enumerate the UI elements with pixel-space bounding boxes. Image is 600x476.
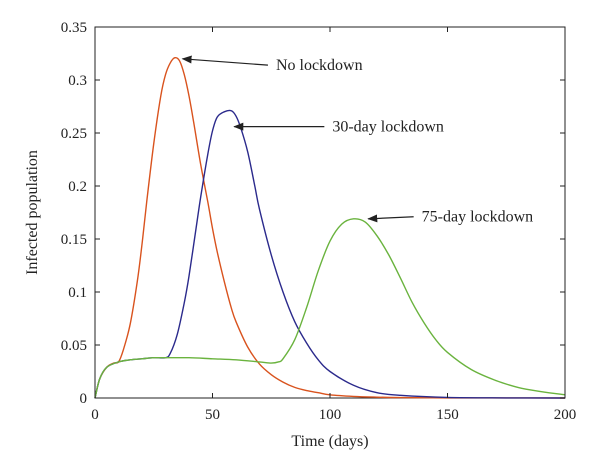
x-tick-label: 0 xyxy=(91,407,99,423)
x-tick-label: 200 xyxy=(554,407,577,423)
y-tick-label: 0.3 xyxy=(68,73,87,89)
x-tick-label: 150 xyxy=(436,407,459,423)
x-tick-label: 100 xyxy=(319,407,342,423)
y-tick-label: 0.1 xyxy=(68,285,87,301)
series-line-3 xyxy=(94,218,566,399)
y-tick-label: 0 xyxy=(80,391,88,407)
y-axis-label: Infected population xyxy=(24,150,41,275)
series-line-1 xyxy=(94,56,566,399)
annotation-label-1: No lockdown xyxy=(276,57,363,74)
annotation-label-3: 75-day lockdown xyxy=(422,209,534,226)
y-tick-label: 0.35 xyxy=(61,20,87,36)
series-layer xyxy=(94,56,566,399)
y-tick-label: 0.05 xyxy=(61,338,87,354)
series-line-2 xyxy=(94,109,566,399)
annotation-label-2: 30-day lockdown xyxy=(332,119,444,136)
ticks-layer: 0 50 100 150 200 0 0.05 0.1 0.15 0.2 0.25 0.3 0.35 xyxy=(61,20,577,423)
x-axis-label: Time (days) xyxy=(291,433,368,450)
annotation-arrow-3 xyxy=(367,214,414,223)
y-tick-label: 0.15 xyxy=(61,232,87,248)
annotations-layer: No lockdown 30-day lockdown 75-day lockdow… xyxy=(181,55,534,226)
x-tick-label: 50 xyxy=(205,407,220,423)
y-tick-label: 0.2 xyxy=(68,179,87,195)
annotation-arrow-1 xyxy=(181,55,268,66)
plot-area: 0 50 100 150 200 0 0.05 0.1 0.15 0.2 0.25 0.3 0.35 N… xyxy=(61,20,577,423)
y-tick-label: 0.25 xyxy=(61,126,87,142)
